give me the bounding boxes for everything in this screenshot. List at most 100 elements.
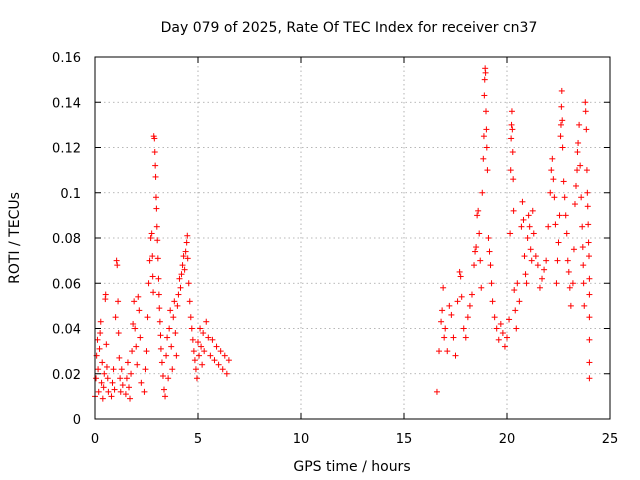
data-point [122,391,129,398]
data-point [567,302,574,309]
data-point [111,386,118,393]
y-tick-label: 0.08 [52,232,81,247]
data-point [133,343,140,350]
data-point [93,375,100,382]
data-point [225,357,232,364]
grid-lines [95,57,610,419]
data-point [580,280,587,287]
data-point [477,257,484,264]
data-point [130,320,137,327]
data-point [115,298,122,305]
data-point [223,370,230,377]
data-point [473,244,480,251]
data-point [507,167,514,174]
data-point [508,121,515,128]
data-point [529,207,536,214]
data-point [489,298,496,305]
data-point [555,239,562,246]
data-point [501,343,508,350]
data-point [514,280,521,287]
data-point [207,352,214,359]
data-point [446,302,453,309]
data-point [143,348,150,355]
data-point [156,318,163,325]
data-point [103,363,110,370]
data-point [147,235,154,241]
data-point [562,212,569,219]
data-point [440,284,447,291]
data-point [480,155,487,162]
data-point [155,275,162,282]
data-point [209,336,216,343]
data-point [478,284,485,291]
data-point [104,375,111,382]
y-axis-label: ROTI / TECUs [7,192,23,284]
data-point [464,314,471,321]
data-point [485,235,492,241]
data-point [175,291,182,298]
data-point [573,182,580,189]
data-point [184,232,191,239]
data-point [109,379,116,386]
data-point [549,155,556,162]
data-point [574,167,581,174]
data-point [521,253,528,260]
data-point [131,298,138,305]
data-point [586,336,593,343]
data-point [584,189,591,196]
data-point [545,223,552,230]
data-point [135,293,142,300]
y-tick-labels: 0 0.02 0.04 0.06 0.08 0.1 0.12 0.14 0.16 [52,51,81,428]
y-tick-label: 0.02 [52,368,81,383]
data-point [96,345,103,352]
data-point [487,262,494,269]
data-point [472,248,479,255]
data-point [124,359,131,366]
data-point [217,348,224,355]
data-point [474,212,481,219]
data-point [479,189,486,196]
data-point [523,280,530,287]
data-point [448,311,455,318]
data-point [113,257,120,264]
data-point [128,370,135,377]
data-point [552,221,559,228]
data-point [551,194,558,201]
y-tick-label: 0.16 [52,51,81,66]
data-point [504,334,510,341]
data-point [530,230,537,237]
data-point [583,126,590,133]
data-point [199,361,206,368]
data-point [468,291,475,298]
data-point [188,325,195,332]
data-point [146,257,153,264]
data-point [144,314,151,321]
data-point [506,316,513,323]
data-point [213,343,220,350]
data-point [200,330,207,337]
data-point [114,262,121,269]
data-point [196,352,203,359]
y-tick-label: 0.12 [52,142,81,157]
y-tick-label: 0 [73,413,81,428]
data-point [571,201,578,208]
data-point [132,325,139,332]
x-tick-label: 0 [91,432,99,447]
data-point [189,336,196,343]
data-point [509,126,516,133]
data-point [499,330,506,337]
data-point [526,223,533,230]
data-point [481,92,488,99]
data-point [436,348,443,355]
data-point [559,117,566,124]
data-point [548,167,555,174]
data-point [101,370,108,377]
x-tick-label: 25 [602,432,619,447]
data-point [582,99,589,106]
data-point [103,341,110,348]
data-point [108,393,115,400]
data-point [586,314,593,321]
data-point [558,87,565,94]
data-point [524,235,531,241]
